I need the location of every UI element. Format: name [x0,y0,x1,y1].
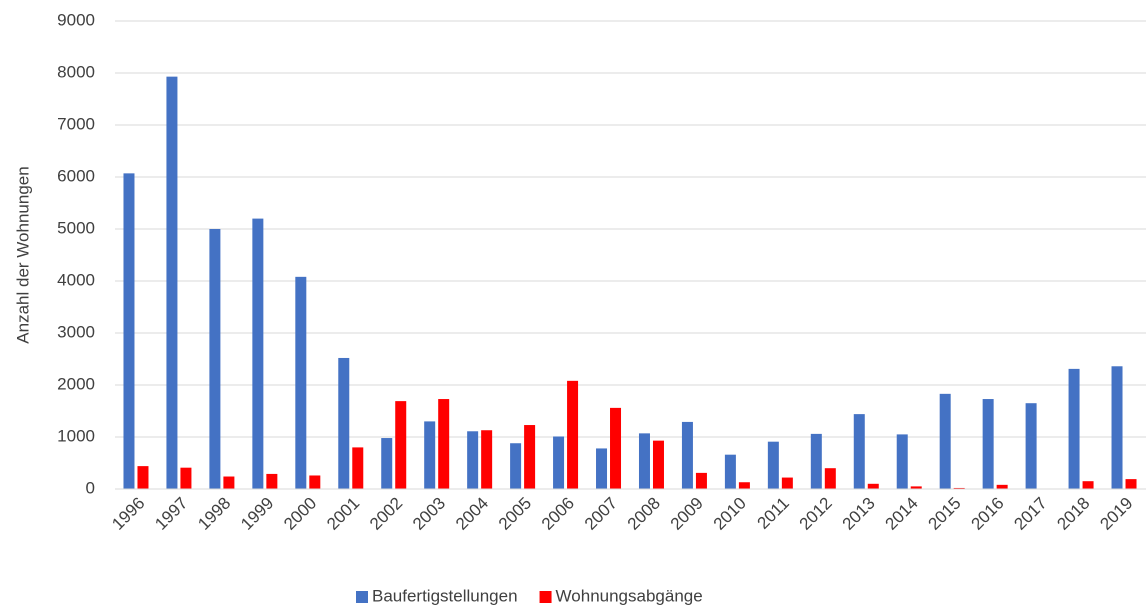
y-tick-label: 4000 [57,270,95,289]
x-tick-label: 2010 [710,494,750,534]
x-tick-label: 2012 [796,494,836,534]
bar [824,468,836,489]
bar [123,173,135,490]
bar [596,448,608,489]
bar [166,76,178,489]
bar [338,357,350,489]
bar [295,276,307,489]
x-tick-label: 2001 [323,494,363,534]
legend-label: Wohnungsabgänge [556,586,703,605]
bar [738,482,750,489]
x-tick-label: 2005 [495,494,535,534]
y-tick-label: 0 [86,478,95,497]
y-tick-label: 9000 [57,10,95,29]
legend-swatch [539,591,552,603]
bar [209,229,221,489]
y-tick-label: 8000 [57,62,95,81]
bar [424,421,436,489]
bar [982,399,994,489]
x-tick-label: 2006 [538,494,578,534]
bar [438,399,450,489]
bar [266,473,278,489]
x-tick-label: 2016 [967,494,1007,534]
legend-swatch [356,591,368,603]
bar [810,433,822,489]
x-tick-label: 2009 [667,494,707,534]
bar [352,447,364,489]
bar [867,483,879,489]
bar [223,476,235,489]
bar [510,443,522,489]
bar [638,433,650,489]
y-tick-label: 5000 [57,218,95,237]
y-tick-label: 2000 [57,374,95,393]
bar [695,472,707,489]
bar [1111,366,1123,489]
bar [767,441,779,489]
x-tick-label: 2000 [280,494,320,534]
x-tick-label: 2019 [1096,494,1136,534]
y-tick-label: 1000 [57,426,95,445]
bar [524,425,536,489]
bar [553,436,565,489]
bar [996,484,1008,489]
x-tick-label: 2003 [409,494,449,534]
bar [1068,368,1080,489]
x-tick-label: 2004 [452,494,492,534]
bar [481,430,493,489]
y-tick-label: 6000 [57,166,95,185]
legend-label: Baufertigstellungen [372,586,518,605]
bar [652,440,664,489]
bar [724,454,736,489]
x-tick-label: 2013 [839,494,879,534]
y-axis-label: Anzahl der Wohnungen [13,166,32,343]
x-tick-label: 1998 [194,494,234,534]
bar [1025,403,1037,489]
x-tick-label: 2008 [624,494,664,534]
bar [137,466,149,489]
bar [610,407,622,489]
bar [180,467,192,489]
bar [1082,481,1094,489]
x-tick-label: 2017 [1010,494,1050,534]
bar [681,421,693,489]
x-tick-label: 2018 [1053,494,1093,534]
bar [910,486,922,489]
bar [896,434,908,489]
x-tick-label: 2014 [882,494,922,534]
y-tick-label: 3000 [57,322,95,341]
bar [853,414,865,489]
x-tick-label: 2011 [754,494,793,533]
bar [953,487,965,489]
bar [781,477,793,489]
bar [381,438,393,489]
x-tick-label: 1996 [108,494,148,534]
x-tick-label: 1999 [237,494,277,534]
x-tick-label: 2015 [925,494,965,534]
bar [252,218,264,489]
bar [309,475,321,489]
bar [567,380,579,489]
y-tick-label: 7000 [57,114,95,133]
x-tick-label: 2007 [581,494,621,534]
x-tick-label: 2002 [366,494,406,534]
x-tick-label: 1997 [151,494,191,534]
bar [395,401,407,489]
bar [1125,479,1137,489]
bar [939,393,951,489]
bar [467,431,479,489]
